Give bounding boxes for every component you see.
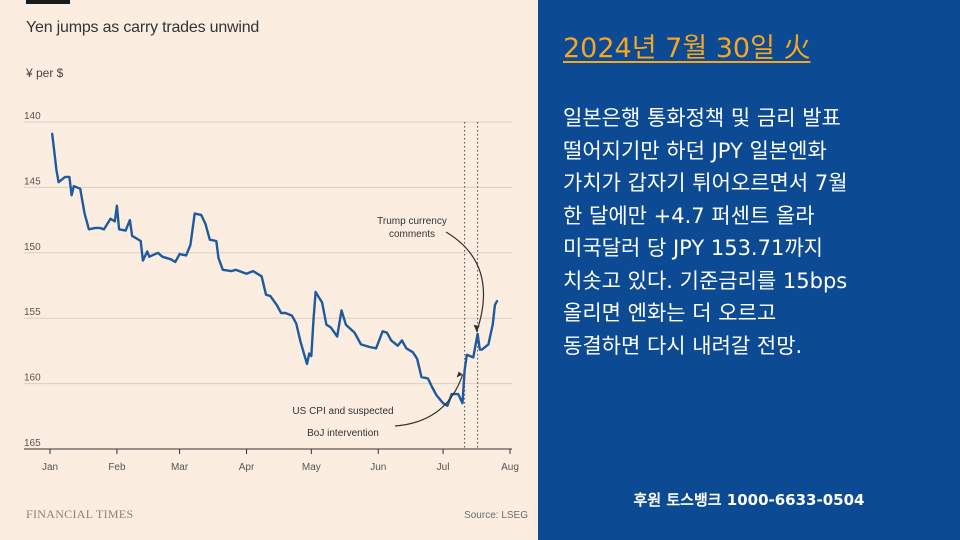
x-tick-label: Mar	[171, 462, 189, 473]
annotation-label: BoJ intervention	[307, 428, 379, 439]
y-tick-label: 140	[24, 111, 41, 122]
ft-logo: FINANCIAL TIMES	[26, 507, 134, 521]
source-note: Source: LSEG	[464, 510, 528, 521]
y-tick-label: 145	[24, 176, 41, 187]
x-tick-label: Jan	[42, 462, 58, 473]
commentary-line: 올리면 엔화는 더 오르고	[563, 301, 777, 325]
chart-panel: Yen jumps as carry trades unwind ¥ per $…	[0, 0, 538, 540]
commentary-line: 치솟고 있다. 기준금리를 15bps	[563, 268, 848, 293]
y-tick-label: 150	[24, 242, 41, 253]
x-tick-label: Jul	[437, 462, 450, 473]
usd-jpy-line-chart: 140 145 150 155 160 165 Jan Feb Mar Apr May Jun Jul A…	[24, 111, 519, 473]
x-tick-label: Aug	[501, 462, 519, 473]
commentary-line: 일본은행 통화정책 및 금리 발표	[563, 106, 841, 130]
x-tick-label: Jun	[370, 462, 386, 473]
x-tick-label: Feb	[108, 462, 126, 473]
annotation-arrowhead	[456, 371, 463, 378]
date-heading: 2024년 7월 30일 火	[563, 33, 811, 64]
commentary-line: 가치가 갑자기 튀어오르면서 7월	[563, 171, 848, 195]
commentary-line: 동결하면 다시 내려갈 전망.	[563, 333, 803, 358]
usd-jpy-series-line	[51, 132, 499, 407]
y-axis-unit: ¥ per $	[26, 66, 64, 80]
annotation-arrow	[394, 374, 464, 427]
y-tick-label: 165	[24, 438, 41, 449]
x-tick-label: May	[302, 462, 321, 473]
sponsor-note: 후원 토스뱅크 1000-6633-0504	[633, 491, 865, 509]
commentary-line: 미국달러 당 JPY 153.71까지	[563, 236, 823, 260]
annotation-arrowhead	[473, 324, 480, 332]
annotation-arrow	[445, 231, 485, 333]
commentary-line: 떨어지기만 하던 JPY 일본엔화	[563, 138, 827, 163]
commentary-line: 한 달에만 +4.7 퍼센트 올라	[563, 203, 815, 228]
annotation-label: Trump currency	[377, 216, 447, 227]
y-tick-label: 155	[24, 307, 41, 318]
chart-title: Yen jumps as carry trades unwind	[26, 19, 260, 36]
annotation-label: comments	[389, 229, 435, 240]
x-tick-label: Apr	[239, 462, 255, 473]
y-tick-label: 160	[24, 373, 41, 384]
ft-brand-bar	[26, 0, 70, 4]
annotation-label: US CPI and suspected	[292, 406, 393, 417]
